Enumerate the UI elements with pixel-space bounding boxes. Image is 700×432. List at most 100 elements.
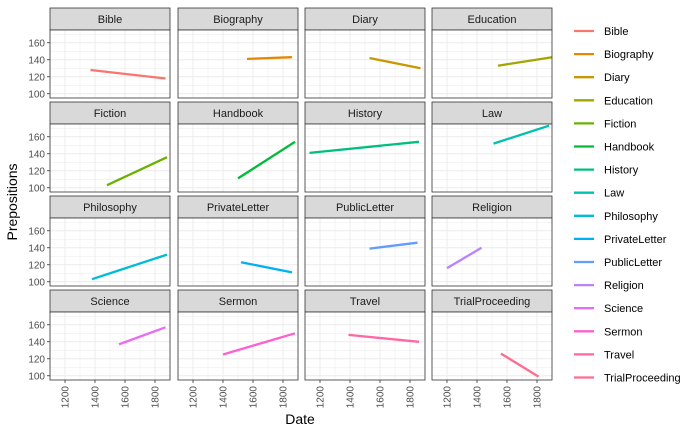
panel-border — [49, 311, 171, 381]
x-tick-label: 1200 — [316, 386, 327, 409]
legend-label: Handbook — [604, 142, 655, 154]
facet-publicletter: PublicLetter — [304, 195, 426, 287]
series-line-philosophy — [91, 253, 168, 281]
x-tick-label: 1200 — [189, 386, 200, 409]
x-tick-label: 1400 — [219, 386, 230, 409]
y-tick-label: 140 — [28, 337, 45, 348]
x-tick-label: 1400 — [91, 386, 102, 409]
legend-item-privateletter: PrivateLetter — [574, 234, 667, 246]
facet-strip-label: Science — [90, 296, 129, 308]
panel-border — [304, 217, 426, 287]
facet-privateletter: PrivateLetter — [177, 195, 299, 287]
legend-label: History — [604, 165, 639, 177]
legend-item-science: Science — [574, 303, 643, 315]
facet-strip-label: Bible — [98, 14, 122, 26]
panel-border — [177, 123, 299, 193]
y-tick-label: 140 — [28, 149, 45, 160]
series-line-diary — [369, 56, 421, 70]
y-tick-label: 100 — [28, 183, 45, 194]
legend-label: Fiction — [604, 118, 636, 130]
facet-strip-label: Sermon — [219, 296, 258, 308]
panel-border — [177, 311, 299, 381]
y-tick-label: 140 — [28, 243, 45, 254]
legend-item-travel: Travel — [574, 349, 634, 361]
x-tick-label: 1800 — [406, 386, 417, 409]
legend-item-law: Law — [574, 188, 624, 200]
panel-border — [431, 29, 553, 99]
panel-border — [177, 29, 299, 99]
x-tick-label: 1600 — [249, 386, 260, 409]
y-tick-label: 100 — [28, 371, 45, 382]
x-tick-label: 1200 — [61, 386, 72, 409]
legend-label: Biography — [604, 49, 654, 61]
y-tick-label: 160 — [28, 320, 45, 331]
panel-border — [431, 311, 553, 381]
facet-panels: Bible Biography Diary Education Fiction Handb… — [49, 7, 553, 381]
facet-strip-label: Law — [482, 108, 502, 120]
legend-item-education: Education — [574, 95, 653, 107]
y-tick-label: 120 — [28, 72, 45, 83]
x-axis-ticks: 1200 1400 1600 1800 1200 1400 1600 1800 1200 1400… — [61, 380, 544, 408]
panel-border — [431, 217, 553, 287]
facet-strip-label: Religion — [472, 202, 512, 214]
panel-border — [431, 123, 553, 193]
legend-label: Law — [604, 188, 624, 200]
facet-strip-label: Education — [468, 14, 517, 26]
series-line-education — [497, 56, 553, 67]
facet-travel: Travel — [304, 289, 426, 381]
legend-item-history: History — [574, 165, 639, 177]
y-tick-label: 160 — [28, 132, 45, 143]
y-tick-label: 100 — [28, 277, 45, 288]
y-tick-label: 160 — [28, 38, 45, 49]
series-line-law — [493, 124, 550, 145]
x-tick-label: 1600 — [503, 386, 514, 409]
series-line-sermon — [222, 332, 296, 356]
legend-label: Science — [604, 303, 643, 315]
legend-item-fiction: Fiction — [574, 118, 636, 130]
series-line-travel — [348, 333, 420, 343]
y-tick-label: 140 — [28, 55, 45, 66]
facet-strip-label: PrivateLetter — [207, 202, 270, 214]
facet-strip-label: Travel — [350, 296, 380, 308]
y-tick-label: 120 — [28, 166, 45, 177]
series-line-trialproceeding — [500, 352, 540, 378]
panel-border — [304, 123, 426, 193]
facet-handbook: Handbook — [177, 101, 299, 193]
y-tick-label: 160 — [28, 226, 45, 237]
series-line-handbook — [237, 140, 296, 180]
facet-biography: Biography — [177, 7, 299, 99]
facet-strip-label: Biography — [213, 14, 263, 26]
legend-item-bible: Bible — [574, 26, 628, 38]
legend-label: Education — [604, 95, 653, 107]
facet-strip-label: TrialProceeding — [454, 296, 531, 308]
panel-border — [304, 311, 426, 381]
legend-label: Travel — [604, 349, 634, 361]
y-tick-label: 120 — [28, 354, 45, 365]
legend-label: PrivateLetter — [604, 234, 667, 246]
y-axis-ticks: 100 120 140 160 100 120 140 160 100 120 140 160 100 1… — [28, 38, 50, 382]
legend-label: Sermon — [604, 326, 643, 338]
legend-item-publicletter: PublicLetter — [574, 257, 662, 269]
series-line-privateletter — [240, 261, 293, 274]
legend-label: Diary — [604, 72, 630, 84]
series-line-religion — [446, 246, 483, 270]
y-axis-title: Prepositions — [4, 163, 20, 240]
legend-item-handbook: Handbook — [574, 142, 655, 154]
panel-border — [49, 29, 171, 99]
x-tick-label: 1600 — [121, 386, 132, 409]
series-line-bible — [90, 68, 166, 80]
panel-border — [49, 123, 171, 193]
x-tick-label: 1800 — [533, 386, 544, 409]
facet-strip-label: Philosophy — [83, 202, 137, 214]
facet-diary: Diary — [304, 7, 426, 99]
legend-item-philosophy: Philosophy — [574, 211, 658, 223]
panel-border — [49, 217, 171, 287]
facet-philosophy: Philosophy — [49, 195, 171, 287]
legend-label: Philosophy — [604, 211, 658, 223]
legend: Bible Biography Diary Education Fiction Handb… — [574, 26, 681, 385]
facet-religion: Religion — [431, 195, 553, 287]
facet-strip-label: Fiction — [94, 108, 126, 120]
x-tick-label: 1200 — [443, 386, 454, 409]
legend-item-biography: Biography — [574, 49, 654, 61]
x-tick-label: 1800 — [151, 386, 162, 409]
